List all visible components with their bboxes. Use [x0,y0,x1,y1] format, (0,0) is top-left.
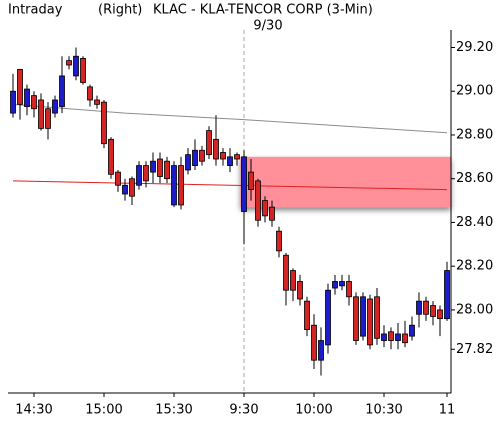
candle-body [192,149,198,166]
candle-body [10,90,16,114]
candle-body [346,281,352,298]
candle-body [24,88,30,107]
candle-body [283,254,289,291]
candle-body [31,95,37,110]
candle-body [171,165,177,206]
x-tick-label: 15:00 [85,403,122,418]
candle-body [150,160,156,173]
candle-body [304,300,310,330]
candle-body [255,180,261,221]
candle-body [430,305,436,317]
candle-body [290,270,296,291]
x-tick-label: 9:30 [229,403,258,418]
candle-body [241,156,247,212]
candle-body [248,171,254,191]
candle-body [38,99,44,129]
candle-body [332,281,338,289]
candle-body [353,296,359,341]
candle-body [374,296,380,339]
candle-body [227,156,233,166]
candle-body [388,331,394,341]
x-tick-label: 15:30 [155,403,192,418]
candle-body [269,206,275,221]
candle-body [262,200,268,217]
chart-title: KLAC - KLA-TENCOR CORP (3-Min) [153,3,373,18]
candle-body [66,60,72,66]
y-tick-label: 28.00 [456,302,493,317]
candle-body [206,130,212,156]
candle-body [115,171,121,186]
candle-body [45,108,51,129]
candle-body [59,75,65,107]
candle-body [94,99,100,105]
overlay-line [12,103,448,134]
candle-body [52,99,58,114]
y-tick-label: 28.60 [456,171,493,186]
candle-body [423,300,429,315]
candle-body [164,160,170,180]
candle-body [311,324,317,361]
candle-body [409,324,415,337]
candle-body [402,333,408,344]
candle-body [87,86,93,101]
candle-body [157,158,163,177]
candle-body [178,165,184,206]
candle-body [416,300,422,315]
candle-body [318,340,324,361]
candle-body [437,309,443,320]
candle-body [360,296,366,337]
candle-body [220,152,226,160]
candle-body [129,178,135,197]
period-label: Intraday [8,3,63,18]
y-tick-label: 28.40 [456,215,493,230]
date-label: 9/30 [253,19,282,34]
x-tick-label: 14:30 [15,403,52,418]
candle-body [381,333,387,341]
candle-body [339,281,345,287]
candle-body [17,68,23,105]
candle-body [395,333,401,341]
y-tick-label: 29.20 [456,40,493,55]
y-tick-label: 28.20 [456,259,493,274]
candle-body [101,101,107,145]
candle-body [122,184,128,195]
candle-body [213,138,219,160]
candle-body [199,149,205,162]
candle-body [234,154,240,160]
x-tick-label: 10:30 [365,403,402,418]
axis-side: (Right) [98,3,142,18]
y-tick-label: 29.00 [456,84,493,99]
candle-body [73,55,79,77]
highlight-zone [240,156,451,208]
candle-body [136,165,142,186]
candle-body [143,165,149,182]
candle-body [325,289,331,346]
candle-body [444,270,450,320]
x-tick-label: 10:00 [295,403,332,418]
candle-body [276,230,282,252]
y-tick-label: 27.82 [456,342,493,357]
candle-body [297,281,303,300]
overlay-line [12,180,448,191]
candle-body [367,298,373,346]
x-tick-label: 11 [439,403,456,418]
candle-body [185,154,191,171]
candle-body [108,138,114,175]
candle-body [80,58,86,83]
y-tick-label: 28.80 [456,127,493,142]
